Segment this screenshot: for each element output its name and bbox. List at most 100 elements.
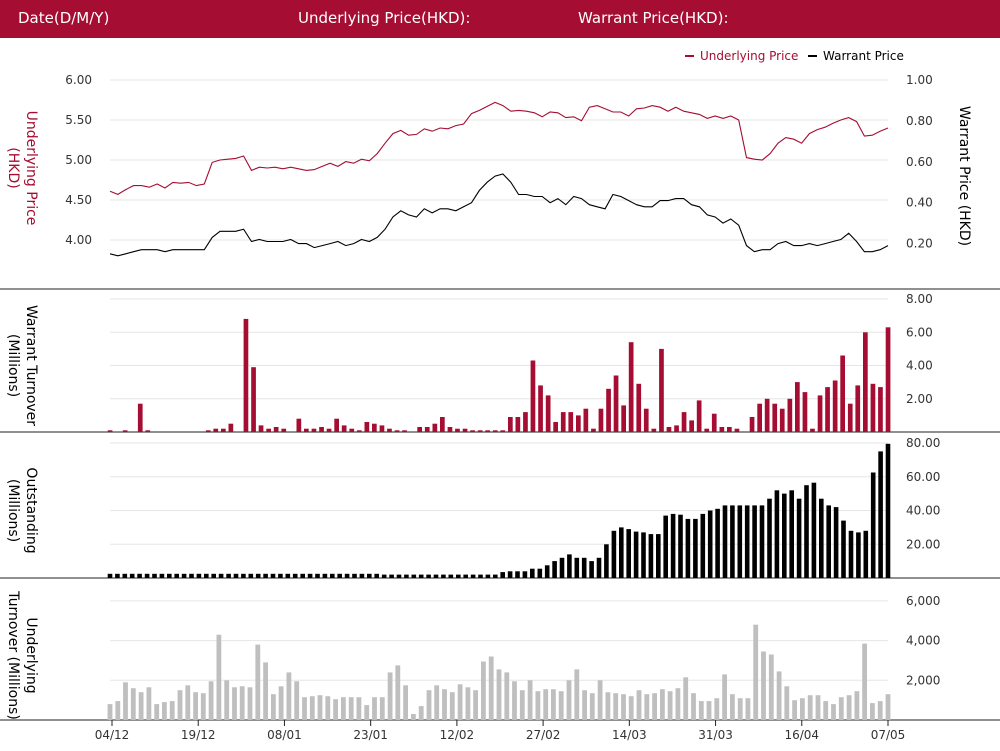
- warrant-turnover-tick-label: 4.00: [906, 359, 933, 373]
- warrant-turnover-bar: [296, 418, 302, 432]
- underlying-turnover-bar: [193, 692, 198, 720]
- outstanding-bar: [678, 514, 683, 578]
- outstanding-bar: [515, 571, 520, 579]
- warrant-turnover-bar: [545, 395, 551, 432]
- warrant-turnover-bar: [273, 427, 279, 432]
- warrant-turnover-bar: [583, 408, 589, 432]
- warrant-turnover-bar: [417, 427, 422, 432]
- underlying-turnover-bar: [574, 669, 580, 720]
- underlying-turnover-bar: [364, 705, 370, 720]
- underlying-turnover-bar: [870, 703, 875, 720]
- warrant-chart: 6.00 5.50 5.00 4.50 4.00 1.00 0.80 0.60 0.40 0.20…: [0, 49, 1000, 742]
- underlying-turnover-bar: [387, 672, 393, 720]
- warrant-turnover-bar: [492, 430, 498, 432]
- outstanding-bar: [604, 544, 609, 579]
- underlying-turnover-bar: [885, 694, 891, 720]
- underlying-turnover-bar: [660, 689, 665, 720]
- warrant-turnover-bar: [659, 348, 664, 432]
- underlying-turnover-bar: [395, 665, 401, 720]
- outstanding-bar: [537, 568, 543, 578]
- warrant-turnover-bar: [394, 430, 400, 432]
- outstanding-bar: [159, 573, 165, 578]
- left-axis-tick-label: 5.00: [65, 153, 92, 167]
- outstanding-bar: [789, 490, 794, 579]
- warrant-turnover-bar: [341, 425, 347, 432]
- warrant-turnover-bar: [576, 415, 581, 432]
- warrant-turnover-bar: [145, 430, 151, 432]
- date-label: Date(D/M/Y): [18, 9, 110, 27]
- outstanding-bar: [567, 554, 572, 578]
- underlying-turnover-bar: [644, 694, 650, 720]
- underlying-turnover-bar: [107, 704, 113, 720]
- outstanding-bar: [752, 505, 757, 578]
- warrant-turnover-bar: [470, 430, 475, 432]
- underlying-turnover-bar: [496, 669, 502, 720]
- underlying-turnover-bar: [442, 689, 447, 720]
- outstanding-bar: [389, 574, 394, 578]
- x-tick-label: 19/12: [181, 728, 216, 742]
- outstanding-bar: [174, 573, 179, 578]
- warrant-turnover-bar: [304, 428, 309, 432]
- outstanding-bar: [707, 510, 713, 578]
- outstanding-bar: [493, 574, 498, 578]
- outstanding-bar: [737, 505, 743, 578]
- outstanding-bar: [204, 573, 209, 578]
- underlying-turnover-bar: [162, 702, 167, 720]
- outstanding-bar: [811, 482, 817, 578]
- outstanding-bar: [122, 573, 128, 578]
- underlying-turnover-bar: [807, 695, 813, 720]
- underlying-turnover-bar: [737, 698, 743, 720]
- outstanding-bar: [352, 573, 357, 578]
- outstanding-bar: [255, 573, 261, 578]
- warrant-turnover-bar: [847, 403, 853, 432]
- warrant-turnover-bar: [221, 428, 226, 432]
- underlying-turnover-bar: [551, 689, 556, 720]
- underlying-turnover-bar: [698, 701, 704, 720]
- outstanding-tick-label: 80.00: [906, 436, 940, 450]
- outstanding-bar: [782, 493, 787, 578]
- outstanding-bar: [648, 534, 654, 578]
- underlying-turnover-bar: [488, 656, 494, 720]
- underlying-turnover-axis-label: Underlying: [23, 617, 39, 693]
- outstanding-bar: [241, 573, 246, 578]
- outstanding-bar: [300, 573, 305, 578]
- outstanding-bar: [426, 574, 431, 578]
- warrant-turnover-axis-label-unit: (Millions): [5, 334, 21, 397]
- outstanding-bar: [500, 572, 505, 578]
- warrant-turnover-bar: [795, 382, 800, 432]
- underlying-turnover-bar: [247, 687, 253, 720]
- warrant-turnover-bar: [334, 418, 339, 432]
- right-axis-label: Warrant Price (HKD): [956, 106, 972, 246]
- underlying-turnover-bar: [589, 693, 595, 720]
- outstanding-bar: [693, 518, 698, 578]
- outstanding-bar: [478, 574, 483, 578]
- outstanding-bar: [285, 573, 291, 578]
- warrant-turnover-tick-label: 8.00: [906, 292, 933, 306]
- outstanding-bar: [804, 485, 809, 578]
- outstanding-axis-label: Outstanding: [23, 467, 39, 553]
- warrant-turnover-bar: [863, 332, 868, 433]
- warrant-turnover-tick-label: 6.00: [906, 325, 933, 339]
- warrant-turnover-bar: [870, 383, 876, 432]
- outstanding-bar: [344, 573, 350, 578]
- warrant-turnover-bar: [832, 380, 838, 432]
- outstanding-bar: [292, 573, 298, 578]
- warrant-turnover-bar: [711, 413, 717, 432]
- outstanding-bar: [248, 573, 254, 578]
- underlying-turnover-bar: [675, 688, 681, 720]
- warrant-turnover-bar: [651, 428, 657, 432]
- warrant-turnover-bar: [628, 342, 634, 432]
- outstanding-bar: [641, 532, 646, 578]
- warrant-turnover-bar: [802, 392, 808, 432]
- underlying-turnover-bar: [558, 691, 564, 720]
- outstanding-bar: [730, 505, 735, 578]
- outstanding-bar: [589, 561, 594, 578]
- outstanding-bar: [552, 561, 557, 578]
- outstanding-bar: [863, 530, 869, 579]
- outstanding-bar: [144, 573, 150, 578]
- left-axis-label-unit: (HKD): [5, 147, 21, 188]
- warrant-turnover-bar: [553, 422, 558, 432]
- underlying-turnover-bar: [527, 680, 533, 720]
- x-tick-label: 12/02: [440, 728, 475, 742]
- underlying-turnover-bar: [792, 700, 797, 720]
